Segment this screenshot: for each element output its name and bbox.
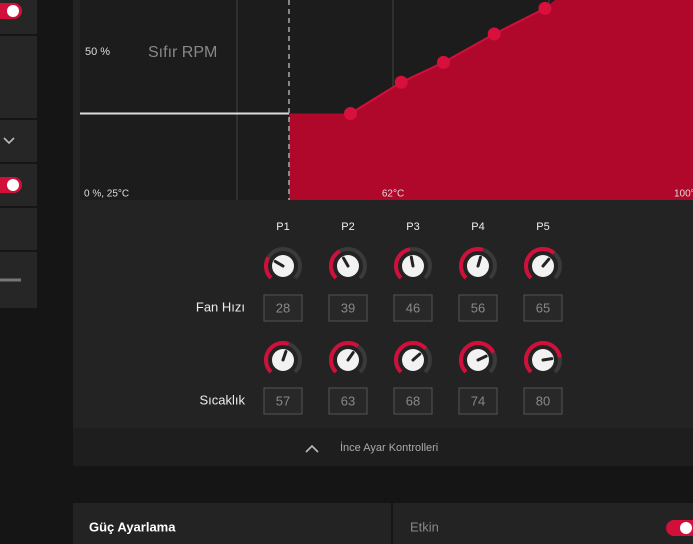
sidebar-panel[interactable] xyxy=(0,120,37,162)
curve-point[interactable] xyxy=(344,106,358,120)
power-tuning-status: Etkin xyxy=(410,519,439,534)
knob-pointer xyxy=(342,256,350,268)
knob-pointer xyxy=(541,357,554,362)
value-input[interactable] xyxy=(523,294,563,322)
knob-arc xyxy=(459,247,484,280)
toggle-knob xyxy=(7,179,19,191)
value-input-text: 46 xyxy=(406,300,420,315)
value-input[interactable] xyxy=(523,387,563,415)
knob-arc xyxy=(524,341,562,374)
collapse-chevron[interactable] xyxy=(305,444,319,453)
knob-pointer xyxy=(273,259,285,268)
y-label: 50 % xyxy=(85,46,110,58)
mid-temp-label: 62°C xyxy=(382,189,404,200)
value-input-text: 63 xyxy=(341,393,355,408)
knob-pointer xyxy=(409,255,415,268)
fine-tuning-label: İnce Ayar Kontrolleri xyxy=(340,441,438,454)
sidebar xyxy=(0,0,37,308)
point-label: P5 xyxy=(536,221,549,233)
fine-tuning-bar[interactable] xyxy=(73,428,693,466)
knob-arc xyxy=(329,341,359,374)
knob-pointer xyxy=(541,257,551,268)
value-input-text: 65 xyxy=(536,300,550,315)
knob-arc xyxy=(459,341,496,374)
value-input-text: 68 xyxy=(406,393,420,408)
fan-speed-label: Fan Hızı xyxy=(196,299,245,314)
knob-pointer xyxy=(476,255,483,268)
knob-pointer xyxy=(346,351,355,362)
value-input[interactable] xyxy=(458,387,498,415)
curve-point[interactable] xyxy=(436,55,450,69)
knob-pointer xyxy=(281,349,288,362)
knob-arc xyxy=(329,249,341,280)
value-input[interactable] xyxy=(263,294,303,322)
knob-arc xyxy=(524,247,556,280)
fan-curve-fill xyxy=(289,0,693,200)
value-input[interactable] xyxy=(263,387,303,415)
knob-arc xyxy=(264,256,273,280)
point-label: P2 xyxy=(341,221,354,233)
sidebar-panel xyxy=(0,36,37,118)
toggle-knob xyxy=(680,522,692,534)
zero-rpm-label: Sıfır RPM xyxy=(148,44,217,61)
power-tuning-panel xyxy=(73,503,693,544)
toggle-knob xyxy=(7,5,19,17)
sidebar-panel xyxy=(0,208,37,250)
value-input-text: 74 xyxy=(471,393,485,408)
value-input[interactable] xyxy=(393,387,433,415)
curve-point[interactable] xyxy=(394,75,408,89)
value-input[interactable] xyxy=(328,294,368,322)
power-tuning-title: Güç Ayarlama xyxy=(89,519,176,534)
knob-pointer xyxy=(476,354,488,362)
value-input[interactable] xyxy=(328,387,368,415)
point-label: P1 xyxy=(276,221,289,233)
origin-label: 0 %, 25°C xyxy=(84,189,129,200)
value-input[interactable] xyxy=(458,294,498,322)
knob-arc xyxy=(394,341,428,374)
value-input-text: 80 xyxy=(536,393,550,408)
value-input-text: 28 xyxy=(276,300,290,315)
value-input-text: 57 xyxy=(276,393,290,408)
curve-point[interactable] xyxy=(487,27,501,41)
point-label: P4 xyxy=(471,221,484,233)
value-input-text: 39 xyxy=(341,300,355,315)
point-label: P3 xyxy=(406,221,419,233)
value-input-text: 56 xyxy=(471,300,485,315)
knob-pointer xyxy=(411,352,422,362)
knob-arc xyxy=(264,341,290,374)
dropdown-chevron[interactable] xyxy=(3,137,15,145)
temperature-label: Sıcaklık xyxy=(199,392,245,407)
curve-point[interactable] xyxy=(538,1,552,15)
knob-arc xyxy=(394,247,411,280)
value-input[interactable] xyxy=(393,294,433,322)
end-temp-label: 100°C xyxy=(674,189,693,200)
